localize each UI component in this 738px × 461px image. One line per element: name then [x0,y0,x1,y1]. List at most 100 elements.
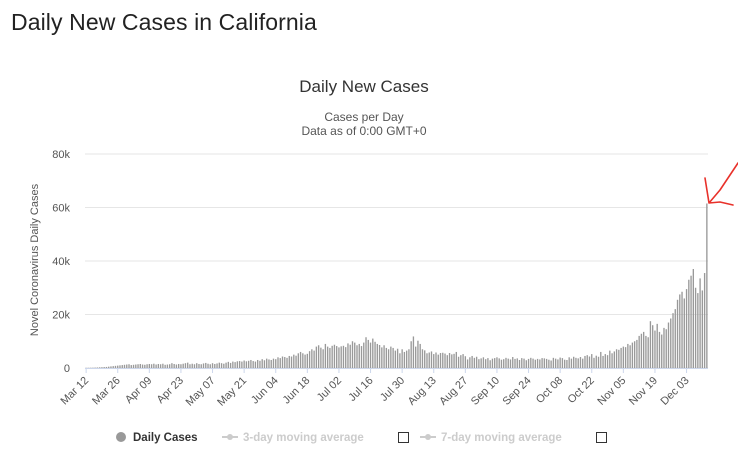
bar[interactable] [503,359,505,368]
bar[interactable] [638,335,640,368]
bar[interactable] [582,358,584,368]
bar[interactable] [631,342,634,368]
bar[interactable] [453,353,455,368]
bar[interactable] [430,351,433,368]
bar[interactable] [489,360,491,368]
bar[interactable] [532,358,534,368]
bar[interactable] [340,346,342,368]
bar[interactable] [478,359,480,368]
bar[interactable] [600,351,602,368]
bar[interactable] [392,347,394,368]
bar[interactable] [187,362,189,368]
bar[interactable] [207,363,209,368]
bar[interactable] [98,367,101,368]
bar[interactable] [577,358,579,368]
bar[interactable] [293,354,295,369]
bar[interactable] [706,203,708,368]
bar[interactable] [491,358,494,368]
bar[interactable] [232,361,234,368]
bar[interactable] [442,352,444,368]
bar[interactable] [311,349,313,368]
legend-item-3-day-average[interactable]: 3-day moving average [243,432,364,444]
bar[interactable] [645,335,647,368]
bar[interactable] [166,364,169,368]
bar[interactable] [381,347,383,368]
bar[interactable] [157,363,160,368]
bar[interactable] [466,359,469,368]
bar[interactable] [180,364,182,368]
bar[interactable] [105,366,108,368]
bar[interactable] [313,350,315,368]
bar[interactable] [426,353,428,368]
bar[interactable] [620,347,622,368]
bar[interactable] [694,287,697,368]
bar[interactable] [525,360,527,368]
bar[interactable] [656,323,658,368]
bar[interactable] [640,333,643,368]
bar[interactable] [692,269,694,368]
bar[interactable] [554,358,557,368]
bar[interactable] [141,364,144,368]
bar[interactable] [306,353,309,368]
bar[interactable] [164,364,166,368]
bar[interactable] [365,337,367,368]
bar[interactable] [593,357,595,368]
bar[interactable] [252,361,254,368]
bar[interactable] [356,345,358,368]
bar[interactable] [498,358,500,368]
bar[interactable] [566,359,568,368]
bar[interactable] [390,346,392,368]
bar[interactable] [369,342,372,368]
bar[interactable] [545,358,548,368]
bar[interactable] [428,352,430,368]
bar[interactable] [347,343,349,368]
bar[interactable] [178,363,180,368]
bar[interactable] [317,345,320,368]
bar[interactable] [324,343,327,368]
bar[interactable] [112,366,114,368]
bar[interactable] [439,353,442,368]
bar[interactable] [284,357,286,368]
bar[interactable] [385,347,388,368]
bar[interactable] [670,318,672,368]
bar[interactable] [484,359,487,368]
bar[interactable] [683,298,685,368]
bar[interactable] [559,357,561,368]
bar[interactable] [557,359,559,368]
bar[interactable] [627,343,629,368]
legend-item-7-day-average[interactable]: 7-day moving average [441,432,562,444]
bar[interactable] [153,363,155,368]
bar[interactable] [128,364,130,368]
bar[interactable] [514,358,516,368]
bar[interactable] [139,363,141,368]
bar[interactable] [299,351,302,368]
bar[interactable] [288,355,290,368]
bar[interactable] [624,347,627,368]
bar[interactable] [622,346,625,368]
bar[interactable] [701,290,704,368]
bar[interactable] [527,358,530,368]
bar[interactable] [108,366,110,368]
bar[interactable] [652,325,654,368]
bar[interactable] [326,346,329,368]
bar[interactable] [241,361,243,368]
bar[interactable] [247,360,250,368]
bar[interactable] [615,349,618,368]
3-day-average-checkbox[interactable] [398,432,409,443]
bar[interactable] [378,345,381,368]
bar[interactable] [336,346,338,368]
7-day-average-checkbox[interactable] [596,432,607,443]
bar[interactable] [505,357,507,368]
bar[interactable] [202,363,205,368]
bar[interactable] [586,355,588,368]
bar[interactable] [457,356,460,368]
bar[interactable] [193,364,196,368]
bar[interactable] [394,350,397,368]
bar[interactable] [196,363,198,368]
bar[interactable] [304,354,306,369]
bar[interactable] [464,356,467,368]
bar[interactable] [480,358,482,368]
bar[interactable] [162,363,164,368]
bar[interactable] [168,364,171,368]
bar[interactable] [150,364,153,368]
